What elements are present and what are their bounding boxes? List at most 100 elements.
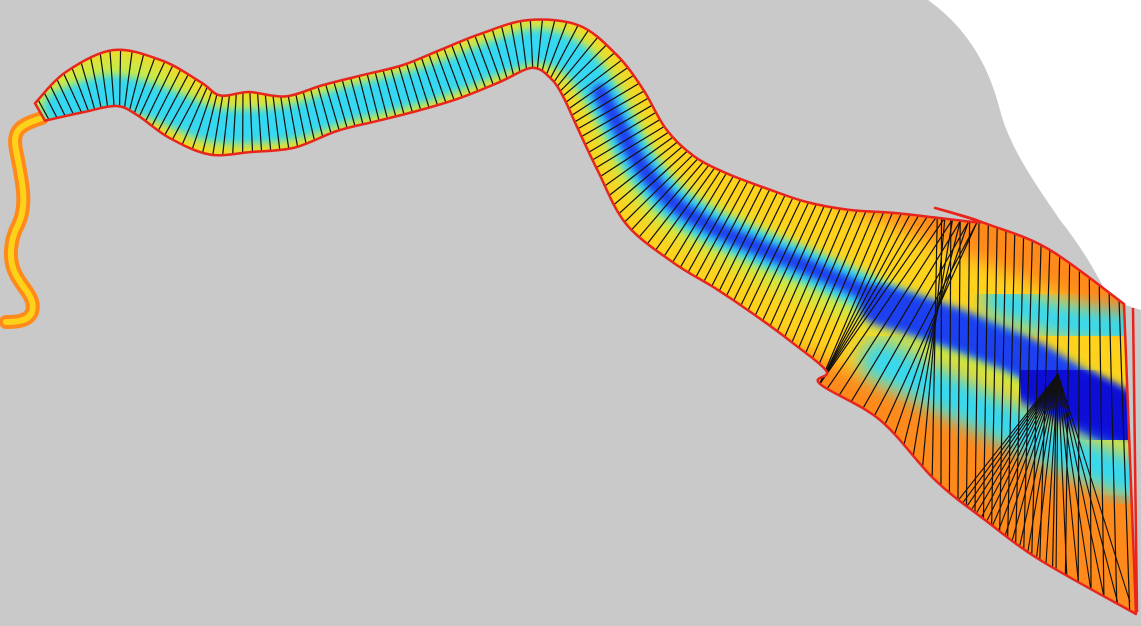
transect-line: [746, 185, 818, 333]
transect-line: [638, 152, 720, 255]
transect-line: [948, 171, 952, 534]
transect-line: [810, 190, 924, 401]
transect-line: [315, 79, 334, 141]
tributary-channel: [3, 115, 45, 325]
transect-line: [609, 140, 699, 223]
transect-line: [331, 75, 350, 136]
transect-line: [725, 178, 794, 317]
transect-line: [403, 56, 424, 117]
transect-line: [356, 68, 374, 130]
transect-line: [122, 45, 134, 118]
transect-line: [870, 189, 993, 456]
transect-line: [753, 186, 826, 339]
transect-line: [380, 62, 399, 124]
transect-line: [559, 61, 636, 116]
transect-line: [134, 53, 169, 125]
transect-line: [550, 31, 603, 95]
transect-line: [614, 144, 704, 233]
transect-line: [141, 57, 177, 130]
transect-line: [339, 73, 358, 134]
transect-line: [711, 174, 778, 307]
transect-line: [159, 70, 201, 144]
transect-line: [42, 89, 60, 122]
transect-line: [554, 46, 623, 104]
transect-line: [425, 47, 449, 110]
transect-line: [795, 189, 876, 376]
transect-line: [118, 43, 122, 116]
transect-line: [286, 87, 300, 155]
fan-transect-line: [1057, 373, 1106, 604]
transect-line: [552, 38, 613, 99]
transect-line: [210, 86, 225, 164]
transect-line: [567, 84, 655, 135]
river-channel: [33, 18, 1138, 616]
transect-line: [990, 183, 999, 570]
secondary-channel: [860, 340, 1136, 500]
transect-line: [664, 159, 735, 276]
transect-line: [808, 189, 894, 388]
transect-line: [509, 19, 523, 81]
transect-line: [60, 67, 85, 119]
transect-line: [308, 81, 326, 144]
transect-line: [813, 189, 914, 398]
transect-line: [542, 19, 570, 84]
transect-line: [418, 50, 441, 113]
transect-line: [98, 48, 110, 116]
transect-line: [189, 81, 216, 157]
transect-line: [248, 83, 254, 161]
transect-line: [200, 84, 220, 161]
transect-line: [529, 19, 534, 76]
transect-line: [585, 119, 676, 175]
transect-line: [782, 189, 858, 363]
transect-line: [621, 147, 709, 241]
transect-line: [930, 168, 939, 518]
transect-line: [973, 177, 981, 556]
transect-line: [1098, 239, 1106, 615]
transect-line: [604, 136, 694, 213]
transect-line: [821, 192, 971, 423]
transect-line: [396, 59, 415, 120]
transect-line: [571, 91, 659, 143]
transect-line: [998, 186, 1008, 576]
depth-shading: [35, 19, 1136, 615]
transect-line: [519, 19, 529, 78]
transect-line: [178, 77, 212, 153]
fan-transect-line: [1057, 373, 1094, 604]
transect-line: [263, 85, 272, 159]
transect-line: [489, 22, 510, 87]
transect-line: [364, 66, 382, 128]
transect-line: [882, 185, 982, 469]
transect-line: [918, 172, 950, 505]
transect-line: [814, 188, 904, 395]
transect-line: [548, 23, 593, 91]
transect-line: [323, 77, 342, 138]
transect-line: [1116, 253, 1132, 615]
transect-line: [594, 128, 685, 194]
transect-line: [687, 166, 757, 292]
transect-lines: [36, 19, 1132, 615]
transect-line: [48, 82, 68, 121]
transect-line: [894, 181, 971, 481]
transect-line: [718, 176, 786, 312]
transect-line: [956, 173, 962, 541]
transect-line: [965, 175, 971, 549]
transect-line: [221, 85, 232, 163]
transect-line: [440, 40, 466, 105]
transect-line: [130, 50, 158, 123]
transect-line: [857, 192, 994, 446]
transect-line: [231, 84, 238, 163]
transect-line: [599, 132, 690, 203]
transect-line: [1029, 200, 1043, 601]
transect-line: [69, 62, 92, 118]
transect-line: [126, 48, 146, 121]
transect-line: [271, 86, 282, 158]
transect-line: [647, 154, 725, 262]
transect-line: [789, 189, 867, 369]
transect-line: [574, 98, 663, 151]
transect-line: [982, 180, 990, 563]
transect-line: [807, 190, 934, 403]
transect-line: [448, 37, 474, 102]
fan-transect-line: [1057, 373, 1119, 603]
transect-line: [805, 191, 944, 406]
